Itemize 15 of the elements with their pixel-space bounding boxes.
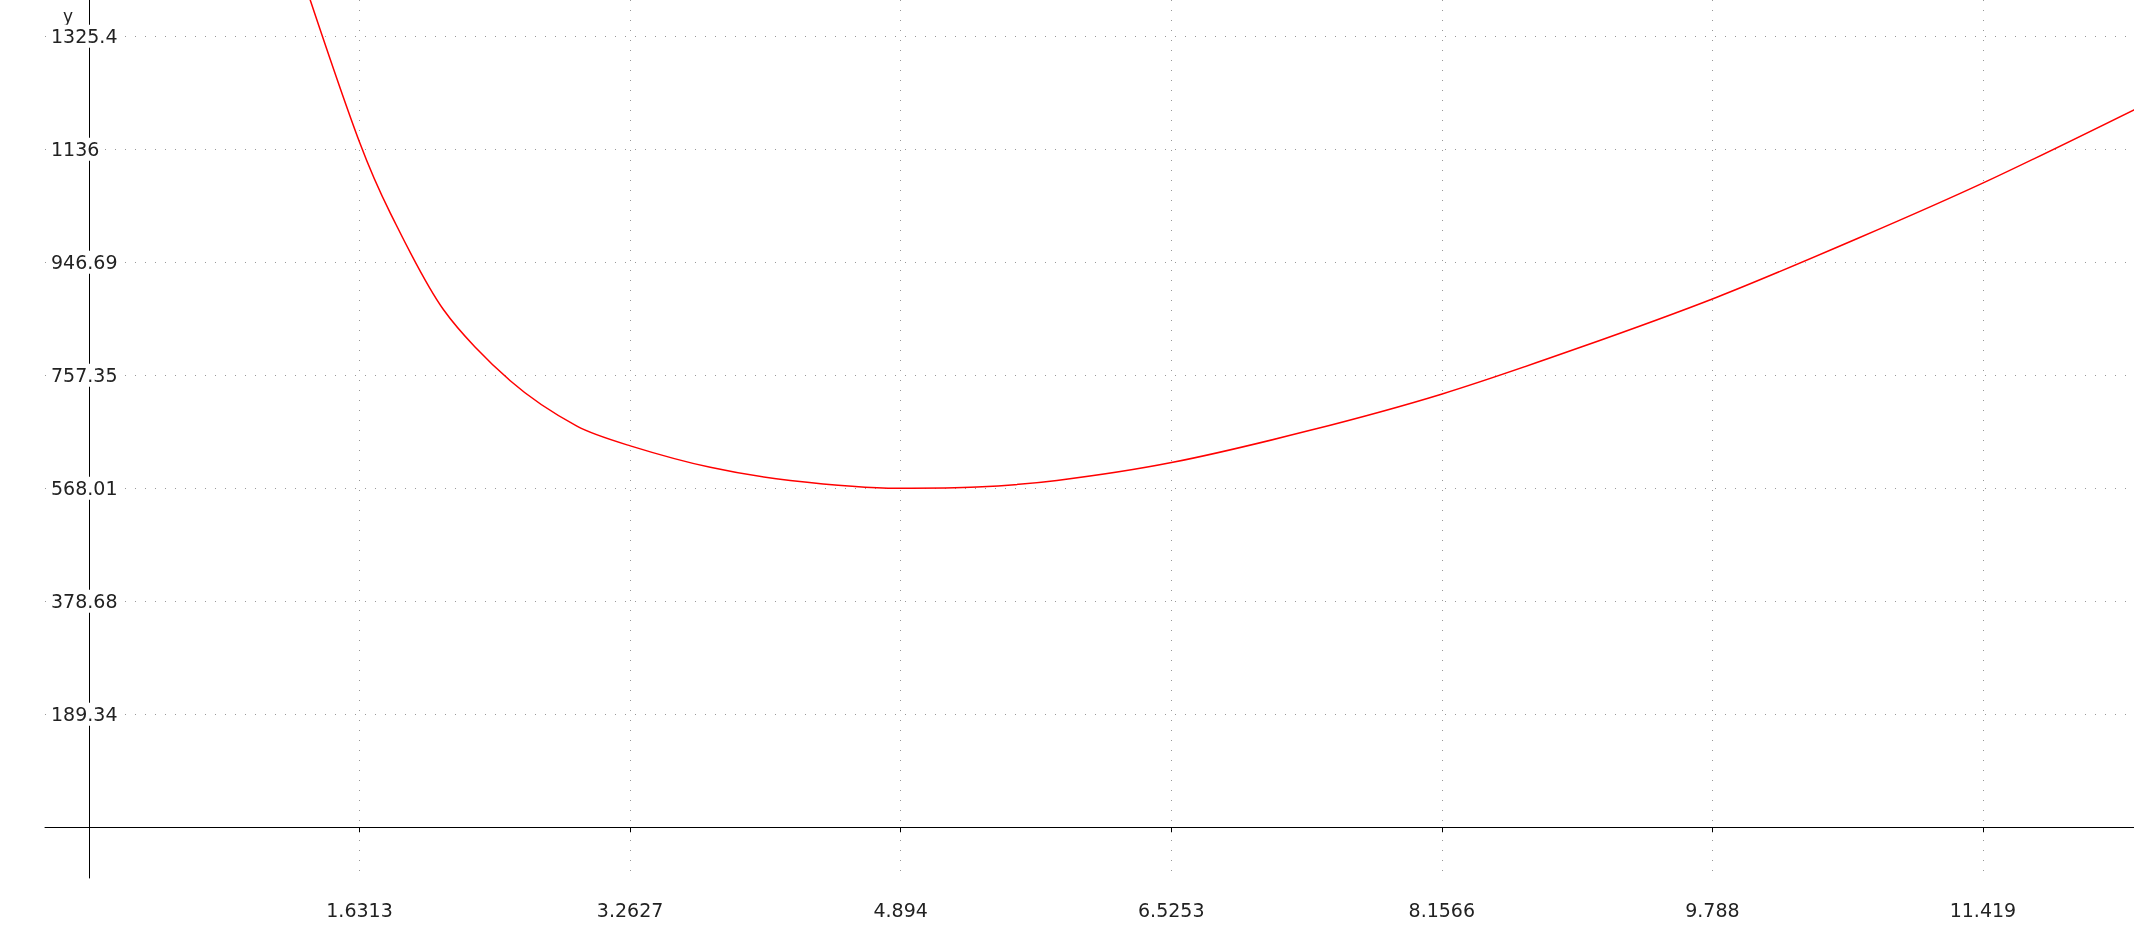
x-tick-label: 4.894 <box>873 898 928 921</box>
y-tick-label: 189.34 <box>51 703 118 726</box>
y-tick-label: 1136 <box>51 138 100 161</box>
line-series <box>309 0 2134 489</box>
x-tick-label: 1.6313 <box>326 898 393 921</box>
x-tick-label: 8.1566 <box>1408 898 1476 921</box>
x-tick-label: 11.419 <box>1949 898 2017 921</box>
y-tick-label: 1325.4 <box>51 25 118 48</box>
y-tick-label: 946.69 <box>51 251 118 274</box>
x-tick-label: 3.2627 <box>596 898 664 921</box>
y-tick-label: 757.35 <box>51 364 118 387</box>
x-tick-label: 9.788 <box>1685 898 1740 921</box>
x-tick-label: 6.5253 <box>1137 898 1205 921</box>
y-tick-label: 378.68 <box>51 590 118 613</box>
y-tick-label: 568.01 <box>51 477 118 500</box>
